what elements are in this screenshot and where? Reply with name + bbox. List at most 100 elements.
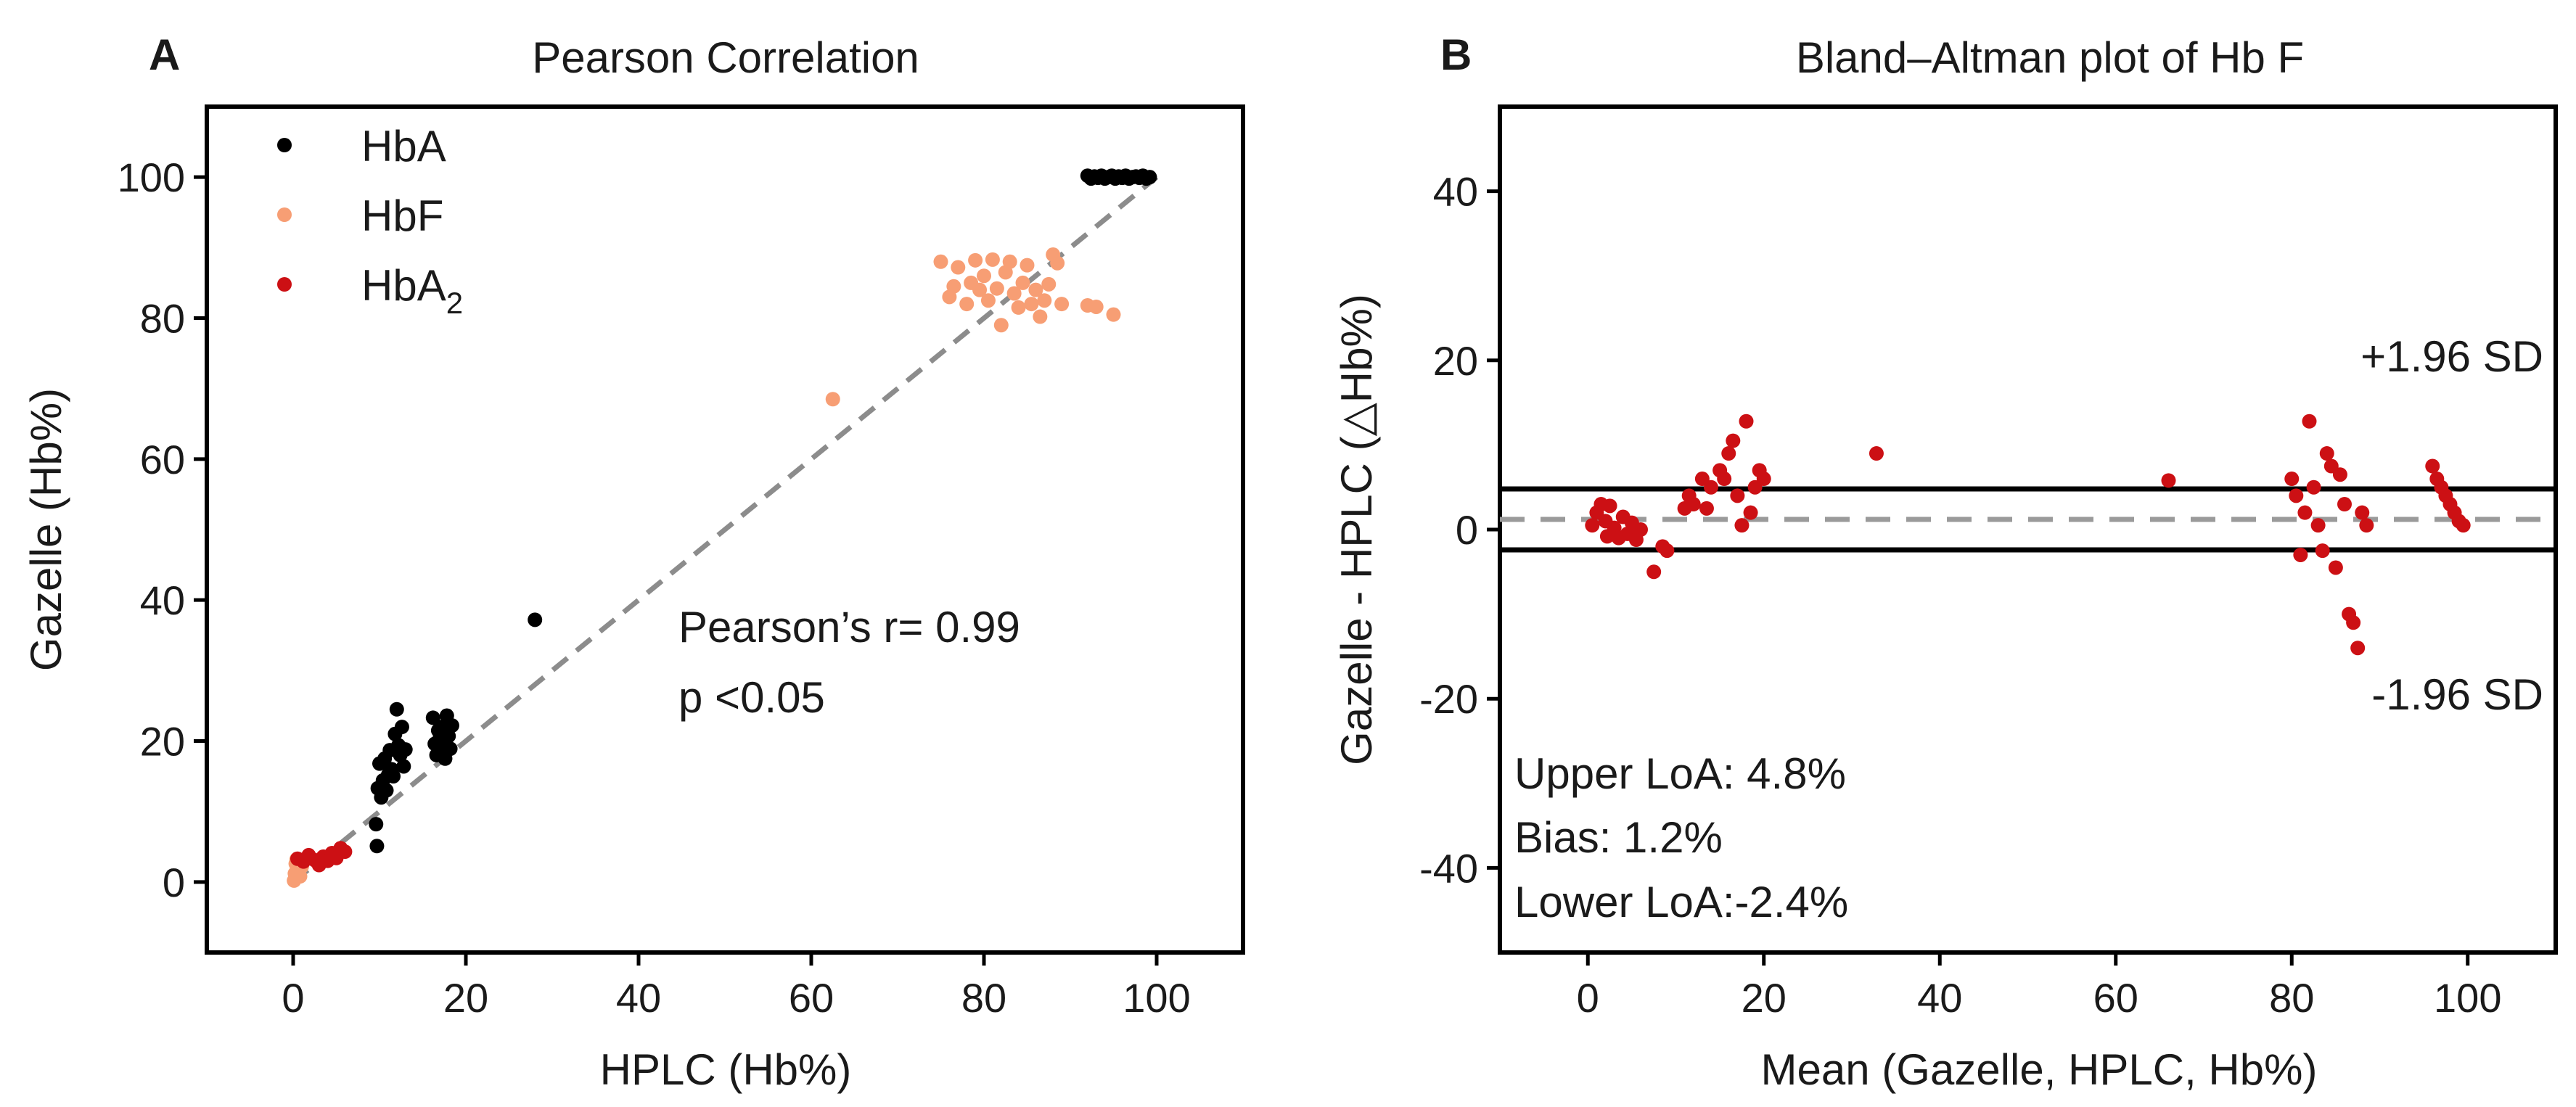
point-hba [386,769,401,784]
panel-b: B Bland–Altman plot of Hb F 0 20 40 60 80 100… [1332,30,2558,1094]
point-hbf-difference [1756,472,1771,487]
point-hbf [1006,286,1022,301]
lower-sd-label: -1.96 SD [2371,670,2543,719]
point-hbf-difference [2161,473,2176,488]
point-hbf-difference [2315,543,2330,559]
point-hbf-difference [2284,472,2300,487]
point-hbf [1015,275,1030,290]
panel-a-x-ticks: 0 20 40 60 80 100 [282,952,1191,1021]
point-hbf-difference [1869,446,1884,461]
point-hbf [985,252,1000,267]
bias-text: Bias: 1.2% [1514,813,1723,862]
panel-a: A Pearson Correlation 0 20 40 60 80 100 0 20 40… [22,30,1245,1094]
point-hbf [1011,300,1026,315]
point-hbf [1024,297,1039,312]
point-hbf-difference [1646,564,1662,580]
point-hbf [1054,297,1070,312]
point-hbf-difference [1686,497,1701,512]
panel-b-x-tick-label: 40 [1917,975,1962,1021]
upper-loa-text: Upper LoA: 4.8% [1514,749,1846,798]
panel-b-y-tick-label: -40 [1419,845,1478,891]
point-hbf-difference [1585,518,1600,533]
point-hbf-difference [2355,505,2370,520]
lower-loa-text: Lower LoA:-2.4% [1514,878,1848,926]
point-hbf-difference [1704,480,1718,495]
point-hbf [1020,258,1035,273]
point-hbf [968,252,983,268]
panel-b-y-tick-label: 20 [1433,338,1478,384]
point-hbf [951,260,966,275]
point-hba [1142,170,1157,185]
point-hbf-difference [2359,518,2374,533]
point-hbf [1033,309,1048,324]
panel-b-title: Bland–Altman plot of Hb F [1796,33,2304,82]
legend-label-hbf: HbF [361,192,443,240]
point-hbf [959,297,975,312]
panel-a-legend: HbA HbF HbA2 [277,122,463,320]
panel-a-x-tick-label: 80 [961,975,1006,1021]
point-hba [389,701,404,717]
panel-a-ylabel: Gazelle (Hb%) [22,388,70,671]
panel-b-x-tick-label: 60 [2093,975,2138,1021]
panel-a-x-tick-label: 0 [282,975,304,1021]
point-hbf-difference [2346,615,2361,630]
point-hbf-difference [2302,413,2317,429]
panel-a-y-tick-label: 40 [140,577,185,623]
legend-label-hba: HbA [361,122,446,170]
point-hba [443,741,458,757]
panel-a-y-tick-label: 80 [140,296,185,342]
point-hbf [946,279,961,294]
point-hbf [1106,307,1121,322]
point-hbf [1050,255,1065,271]
point-hbf-difference [2456,518,2471,533]
legend-label-hba2: HbA2 [361,261,463,320]
point-hba2 [337,844,353,860]
panel-a-x-tick-label: 100 [1123,975,1190,1021]
panel-a-axes-frame [205,104,1245,955]
point-hbf [1037,293,1052,308]
point-hbf-difference [2328,560,2343,575]
point-hbf [825,392,840,407]
p-value-annotation: p <0.05 [678,673,825,722]
point-hbf-difference [2310,518,2326,533]
point-hbf [933,254,948,269]
point-hbf-difference [2337,497,2352,512]
point-hbf-difference [2425,458,2440,474]
panel-b-y-ticks: -40 -20 0 20 40 [1419,169,1500,891]
panel-b-x-tick-label: 80 [2269,975,2314,1021]
point-hbf-difference [1660,543,1675,559]
point-hbf [972,282,988,297]
panel-b-y-tick-label: 40 [1433,169,1478,215]
panel-a-x-tick-label: 40 [616,975,661,1021]
point-hbf [1088,299,1104,314]
panel-a-y-tick-label: 0 [163,860,185,905]
panel-b-x-tick-label: 20 [1742,975,1787,1021]
point-hbf-difference [2293,547,2308,562]
panel-b-xlabel: Mean (Gazelle, HPLC, Hb%) [1761,1045,2318,1094]
point-hbf [1028,282,1043,297]
panel-a-letter: A [149,30,180,79]
point-hbf-difference [1721,446,1736,461]
point-hbf-difference [1743,505,1758,520]
point-hbf-difference [2297,505,2313,520]
point-hba [379,783,394,798]
legend-marker-hba [277,138,292,152]
point-hbf [980,293,996,308]
point-hba [396,759,411,774]
panel-b-ylabel: Gazelle - HPLC (△Hb%) [1332,294,1381,765]
point-hbf [1002,254,1017,269]
point-hbf [977,268,991,284]
point-hbf [1041,276,1057,292]
point-hbf-difference [2306,480,2321,495]
point-hba [444,718,459,733]
point-hbf-difference [1726,433,1741,448]
point-hbf-difference [2319,446,2334,461]
point-hba [398,742,413,757]
panel-b-y-tick-label: -20 [1419,676,1478,722]
point-hbf-difference [2332,467,2347,482]
point-hbf-difference [1602,498,1617,514]
point-hbf-difference [2350,641,2366,656]
point-hbf [993,318,1009,333]
panel-a-title: Pearson Correlation [532,33,919,82]
